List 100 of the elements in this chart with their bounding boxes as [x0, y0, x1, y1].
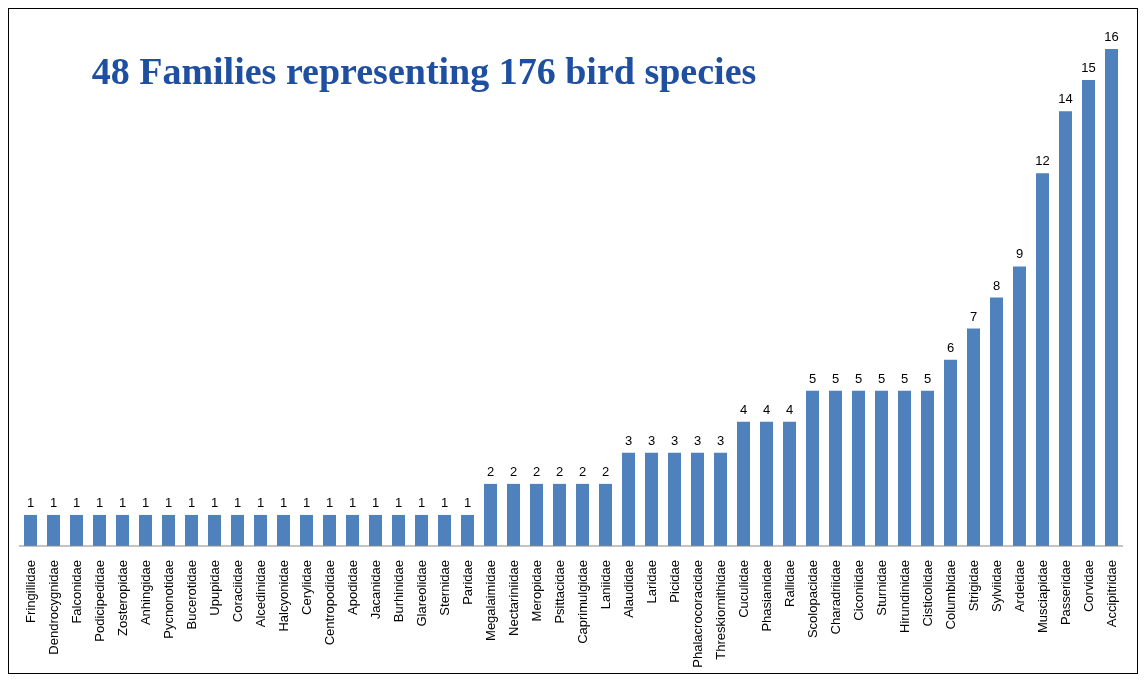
x-tick-label: Picidae — [667, 560, 682, 603]
x-tick-label: Apodidae — [345, 560, 360, 615]
bar — [852, 390, 865, 546]
bar — [645, 452, 658, 546]
data-label: 1 — [187, 494, 196, 510]
bar — [185, 514, 198, 546]
data-label: 7 — [969, 308, 978, 324]
data-label: 6 — [946, 339, 955, 355]
x-tick-label: Strigidae — [966, 560, 981, 612]
bar — [139, 514, 152, 546]
bar — [116, 514, 129, 546]
data-label: 1 — [463, 494, 472, 510]
bar — [208, 514, 221, 546]
bar — [507, 483, 520, 546]
data-label: 1 — [164, 494, 173, 510]
bar — [93, 514, 106, 546]
bar — [553, 483, 566, 546]
bar — [231, 514, 244, 546]
x-tick-label: Pycnonotidae — [161, 560, 176, 639]
bar — [1013, 266, 1026, 546]
data-label: 3 — [647, 432, 656, 448]
x-tick-label: Upupidae — [207, 560, 222, 616]
x-tick-label: Centropodidae — [322, 560, 337, 646]
bar — [806, 390, 819, 546]
data-label: 5 — [877, 370, 886, 386]
data-label: 1 — [233, 494, 242, 510]
data-label: 1 — [348, 494, 357, 510]
x-tick-label: Corvidae — [1081, 560, 1096, 613]
bar — [622, 452, 635, 546]
x-tick-label: Scolopacidae — [805, 560, 820, 639]
bar — [162, 514, 175, 546]
data-label: 2 — [555, 463, 564, 479]
bar — [277, 514, 290, 546]
x-tick-label: Sturnidae — [874, 560, 889, 616]
x-tick-label: Threskiornithidae — [713, 560, 728, 660]
data-label: 9 — [1015, 246, 1024, 262]
data-label: 2 — [601, 463, 610, 479]
bar — [1105, 49, 1118, 546]
data-label: 1 — [141, 494, 150, 510]
x-tick-label: Halcyonidae — [276, 560, 291, 632]
bar — [944, 359, 957, 546]
x-tick-label: Phasianidae — [759, 560, 774, 632]
x-tick-label: Anhingidae — [138, 560, 153, 626]
bar — [47, 514, 60, 546]
x-tick-label: Psittacidae — [552, 560, 567, 624]
x-tick-label: Zosteropidae — [115, 560, 130, 636]
bar — [530, 483, 543, 546]
x-tick-label: Laniidae — [598, 560, 613, 610]
bar — [737, 421, 750, 546]
x-tick-label: Rallidae — [782, 560, 797, 607]
data-label: 1 — [417, 494, 426, 510]
x-tick-label: Falconidae — [69, 560, 84, 624]
data-label: 1 — [371, 494, 380, 510]
bar — [668, 452, 681, 546]
data-label: 5 — [900, 370, 909, 386]
x-tick-label: Alaudidae — [621, 560, 636, 618]
bar — [484, 483, 497, 546]
data-label: 1 — [49, 494, 58, 510]
data-label: 1 — [26, 494, 35, 510]
data-label: 3 — [693, 432, 702, 448]
x-tick-label: Cisticolidae — [920, 560, 935, 627]
x-tick-label: Megalaimidae — [483, 560, 498, 641]
data-label: 5 — [923, 370, 932, 386]
bar — [254, 514, 267, 546]
data-label: 1 — [256, 494, 265, 510]
bar — [783, 421, 796, 546]
bar — [875, 390, 888, 546]
data-label: 1 — [394, 494, 403, 510]
data-label: 5 — [854, 370, 863, 386]
bar — [438, 514, 451, 546]
data-label: 2 — [578, 463, 587, 479]
x-tick-label: Nectariniidae — [506, 560, 521, 636]
data-label: 3 — [670, 432, 679, 448]
data-label: 4 — [762, 401, 771, 417]
x-tick-label: Ardeidae — [1012, 560, 1027, 613]
data-label: 5 — [808, 370, 817, 386]
x-tick-label: Passeridae — [1058, 560, 1073, 626]
data-label: 4 — [739, 401, 748, 417]
x-tick-label: Columbidae — [943, 560, 958, 630]
bar — [691, 452, 704, 546]
data-label: 2 — [509, 463, 518, 479]
bar — [415, 514, 428, 546]
data-label: 14 — [1058, 91, 1073, 107]
x-tick-label: Laridae — [644, 560, 659, 604]
x-tick-label: Bucerotidae — [184, 560, 199, 630]
bar — [990, 297, 1003, 546]
x-tick-label: Charadriidae — [828, 560, 843, 635]
data-label: 5 — [831, 370, 840, 386]
bar — [70, 514, 83, 546]
data-label: 1 — [95, 494, 104, 510]
bar — [576, 483, 589, 546]
bar — [714, 452, 727, 546]
data-label: 3 — [716, 432, 725, 448]
x-tick-label: Musciapidae — [1035, 560, 1050, 633]
x-tick-label: Accipitridae — [1104, 560, 1119, 628]
data-label: 1 — [279, 494, 288, 510]
bar — [300, 514, 313, 546]
x-tick-label: Fringillidae — [23, 560, 38, 623]
bar — [599, 483, 612, 546]
bar — [1036, 173, 1049, 546]
